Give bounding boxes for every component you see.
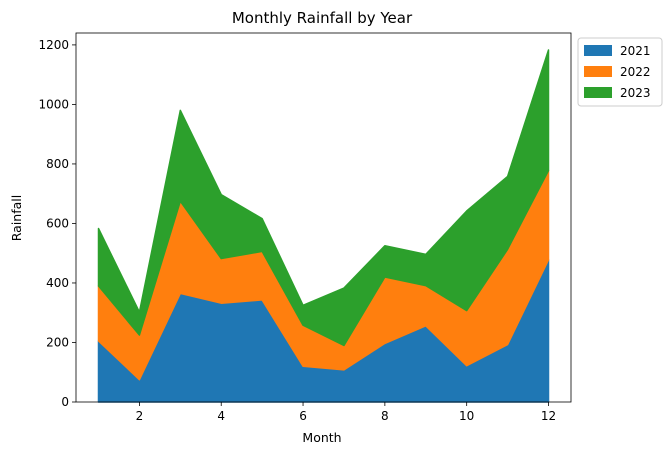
legend-swatch-2023 (584, 87, 612, 98)
legend-label-2021: 2021 (620, 44, 651, 58)
legend-swatch-2021 (584, 45, 612, 56)
x-tick-label: 10 (459, 409, 474, 423)
plot-frame (75, 32, 572, 403)
legend-swatch-2022 (584, 66, 612, 77)
x-tick-label: 8 (381, 409, 389, 423)
axes: 2 4 6 8 10 12 0 200 400 600 800 1000 1200 (38, 32, 572, 423)
y-tick-label: 600 (46, 216, 69, 230)
x-tick-label: 12 (541, 409, 556, 423)
y-tick-label: 0 (61, 395, 69, 409)
legend-label-2022: 2022 (620, 65, 651, 79)
y-axis-label: Rainfall (9, 195, 24, 241)
x-axis-label: Month (302, 430, 341, 445)
x-tick-label: 4 (217, 409, 225, 423)
x-tick-label: 6 (299, 409, 307, 423)
y-tick-label: 400 (46, 276, 69, 290)
area-series-2023 (97, 49, 550, 347)
x-tick-label: 2 (136, 409, 144, 423)
y-tick-label: 1000 (38, 97, 69, 111)
legend: 2021 2022 2023 (577, 37, 663, 107)
y-tick-label: 1200 (38, 38, 69, 52)
legend-label-2023: 2023 (620, 86, 651, 100)
chart-title: Monthly Rainfall by Year (232, 9, 413, 27)
y-tick-label: 200 (46, 335, 69, 349)
area-layers (97, 49, 550, 403)
y-tick-label: 800 (46, 157, 69, 171)
